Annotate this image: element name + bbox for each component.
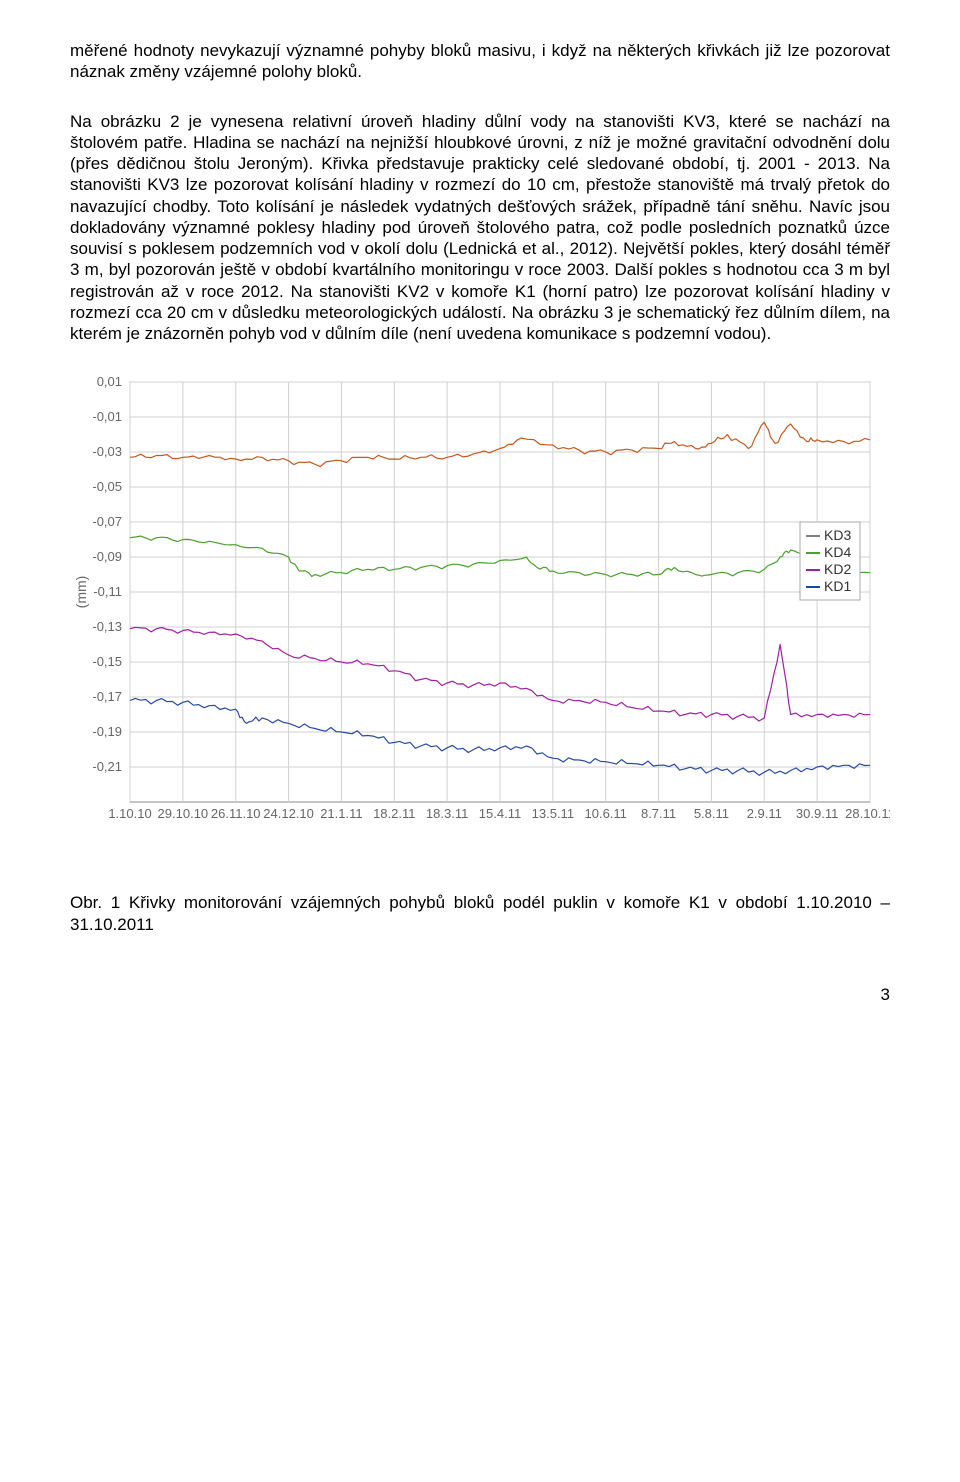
svg-text:10.6.11: 10.6.11 xyxy=(585,806,627,821)
svg-text:-0,03: -0,03 xyxy=(92,444,122,459)
svg-text:29.10.10: 29.10.10 xyxy=(158,806,209,821)
svg-text:8.7.11: 8.7.11 xyxy=(641,806,676,821)
svg-text:28.10.11: 28.10.11 xyxy=(845,806,890,821)
chart-svg: 0,01 -0,01 -0,03 -0,05 -0,07 -0,09 -0,11 -0,13 -… xyxy=(70,372,890,872)
figure-caption: Obr. 1 Křivky monitorování vzájemných po… xyxy=(70,892,890,935)
svg-text:KD2: KD2 xyxy=(824,561,851,577)
svg-text:2.9.11: 2.9.11 xyxy=(747,806,782,821)
paragraph-1: měřené hodnoty nevykazují významné pohyb… xyxy=(70,40,890,83)
svg-text:KD3: KD3 xyxy=(824,527,851,543)
svg-text:-0,01: -0,01 xyxy=(92,409,122,424)
svg-text:-0,21: -0,21 xyxy=(92,759,122,774)
svg-text:18.3.11: 18.3.11 xyxy=(426,806,468,821)
svg-text:-0,17: -0,17 xyxy=(92,689,122,704)
svg-text:KD4: KD4 xyxy=(824,544,851,560)
svg-text:5.8.11: 5.8.11 xyxy=(694,806,729,821)
svg-text:-0,11: -0,11 xyxy=(93,584,122,599)
svg-text:0,01: 0,01 xyxy=(97,374,122,389)
svg-text:-0,07: -0,07 xyxy=(92,514,122,529)
page-number: 3 xyxy=(70,985,890,1005)
svg-text:-0,19: -0,19 xyxy=(92,724,122,739)
svg-text:KD1: KD1 xyxy=(824,578,851,594)
monitoring-chart: 0,01 -0,01 -0,03 -0,05 -0,07 -0,09 -0,11 -0,13 -… xyxy=(70,372,890,872)
svg-text:-0,09: -0,09 xyxy=(92,549,122,564)
svg-text:15.4.11: 15.4.11 xyxy=(479,806,521,821)
paragraph-2: Na obrázku 2 je vynesena relativní úrove… xyxy=(70,111,890,345)
svg-text:26.11.10: 26.11.10 xyxy=(211,806,261,821)
svg-text:-0,15: -0,15 xyxy=(92,654,122,669)
svg-text:-0,05: -0,05 xyxy=(92,479,122,494)
svg-text:21.1.11: 21.1.11 xyxy=(320,806,362,821)
page-container: měřené hodnoty nevykazují významné pohyb… xyxy=(0,0,960,1045)
svg-text:1.10.10: 1.10.10 xyxy=(108,806,151,821)
svg-text:(mm): (mm) xyxy=(73,576,89,609)
svg-text:13.5.11: 13.5.11 xyxy=(532,806,574,821)
svg-text:30.9.11: 30.9.11 xyxy=(796,806,838,821)
svg-text:-0,13: -0,13 xyxy=(92,619,122,634)
svg-text:24.12.10: 24.12.10 xyxy=(263,806,314,821)
svg-text:18.2.11: 18.2.11 xyxy=(373,806,415,821)
